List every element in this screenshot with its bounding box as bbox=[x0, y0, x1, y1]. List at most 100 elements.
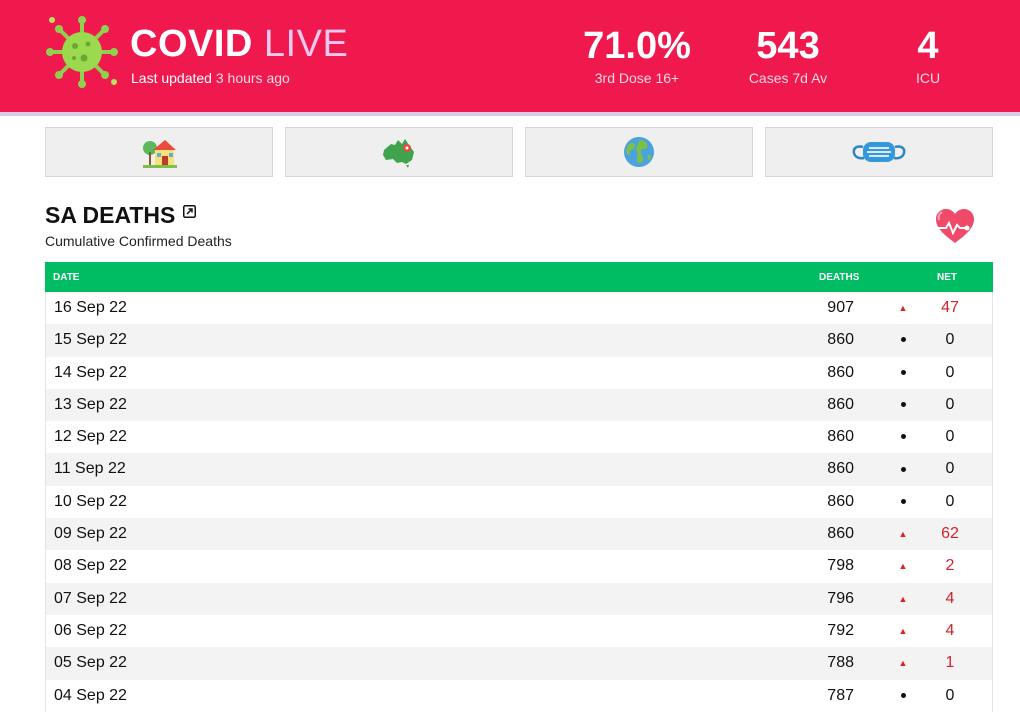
column-header-net[interactable]: NET bbox=[937, 272, 957, 283]
row-deaths: 792 bbox=[827, 621, 854, 639]
updated-ago: 3 hours ago bbox=[215, 70, 290, 86]
stat-label: Cases 7d Av bbox=[748, 70, 828, 86]
row-deaths: 796 bbox=[827, 589, 854, 607]
row-net: 0 bbox=[945, 363, 955, 381]
row-deaths: 860 bbox=[827, 492, 854, 510]
app-header: COVID LIVE Last updated 3 hours ago 71.0… bbox=[0, 0, 1020, 116]
row-net: 0 bbox=[945, 428, 955, 446]
stat-value: 4 bbox=[917, 25, 939, 67]
row-net: 0 bbox=[945, 395, 955, 413]
row-deaths: 787 bbox=[827, 686, 854, 704]
row-deaths: 860 bbox=[827, 428, 854, 446]
external-link-icon[interactable] bbox=[183, 205, 196, 218]
trend-flat-icon bbox=[898, 687, 908, 705]
house-icon bbox=[143, 140, 177, 168]
trend-flat-icon bbox=[898, 428, 908, 446]
row-net: 62 bbox=[941, 525, 959, 543]
column-header-deaths[interactable]: DEATHS bbox=[819, 272, 860, 283]
stat-icu[interactable]: 4 ICU bbox=[858, 24, 998, 86]
table-body: 16 Sep 22 907 ▲ 47 15 Sep 22 860 0 14 Sep 22 860… bbox=[45, 292, 993, 712]
row-deaths: 798 bbox=[827, 557, 854, 575]
row-net: 0 bbox=[945, 686, 955, 704]
brand-accent: LIVE bbox=[263, 23, 349, 65]
table-row: 05 Sep 22 788 ▲ 1 bbox=[45, 647, 993, 680]
table-row: 14 Sep 22 860 0 bbox=[45, 356, 993, 389]
row-net: 4 bbox=[945, 589, 955, 607]
row-date: 13 Sep 22 bbox=[54, 395, 127, 413]
virus-logo-icon[interactable] bbox=[44, 14, 120, 90]
trend-flat-icon bbox=[898, 460, 908, 478]
row-date: 14 Sep 22 bbox=[54, 363, 127, 381]
stat-third-dose[interactable]: 71.0% 3rd Dose 16+ bbox=[567, 24, 707, 86]
deaths-table: DATE DEATHS NET 16 Sep 22 907 ▲ 47 15 Sep 22… bbox=[45, 262, 993, 712]
trend-flat-icon bbox=[898, 331, 908, 349]
row-date: 12 Sep 22 bbox=[54, 428, 127, 446]
table-row: 12 Sep 22 860 0 bbox=[45, 421, 993, 454]
row-net: 0 bbox=[945, 331, 955, 349]
row-date: 10 Sep 22 bbox=[54, 492, 127, 510]
table-row: 15 Sep 22 860 0 bbox=[45, 324, 993, 357]
row-deaths: 788 bbox=[827, 654, 854, 672]
table-row: 09 Sep 22 860 ▲ 62 bbox=[45, 518, 993, 551]
stat-value: 71.0% bbox=[583, 25, 691, 67]
table-row: 07 Sep 22 796 ▲ 4 bbox=[45, 582, 993, 615]
stat-value: 543 bbox=[756, 25, 820, 67]
trend-up-icon: ▲ bbox=[898, 658, 908, 669]
row-date: 15 Sep 22 bbox=[54, 331, 127, 349]
row-net: 2 bbox=[945, 557, 955, 575]
row-date: 09 Sep 22 bbox=[54, 525, 127, 543]
table-row: 06 Sep 22 792 ▲ 4 bbox=[45, 614, 993, 648]
nav-button-mask[interactable] bbox=[765, 127, 993, 177]
trend-flat-icon bbox=[898, 493, 908, 511]
table-row: 04 Sep 22 787 0 bbox=[45, 679, 993, 712]
globe-icon bbox=[624, 137, 654, 167]
row-deaths: 860 bbox=[827, 525, 854, 543]
trend-up-icon: ▲ bbox=[898, 303, 908, 313]
table-header: DATE DEATHS NET bbox=[45, 262, 993, 292]
page-title: SA DEATHS bbox=[45, 202, 176, 228]
stat-label: 3rd Dose 16+ bbox=[594, 70, 680, 86]
nav-button-world[interactable] bbox=[525, 127, 753, 177]
australia-map-icon bbox=[383, 139, 414, 168]
row-date: 07 Sep 22 bbox=[54, 589, 127, 607]
trend-up-icon: ▲ bbox=[898, 625, 908, 636]
brand-main: COVID bbox=[130, 23, 253, 65]
app-brand[interactable]: COVID LIVE bbox=[130, 22, 348, 66]
table-row: 13 Sep 22 860 0 bbox=[45, 388, 993, 422]
stat-label: ICU bbox=[915, 70, 941, 86]
table-row: 11 Sep 22 860 0 bbox=[45, 453, 993, 486]
last-updated: Last updated 3 hours ago bbox=[131, 70, 290, 86]
row-deaths: 860 bbox=[827, 395, 854, 413]
row-deaths: 860 bbox=[827, 331, 854, 349]
nav-button-home[interactable] bbox=[45, 127, 273, 177]
trend-up-icon: ▲ bbox=[898, 561, 908, 572]
face-mask-icon bbox=[852, 142, 906, 162]
row-deaths: 907 bbox=[827, 299, 854, 316]
trend-flat-icon bbox=[898, 396, 908, 414]
row-date: 06 Sep 22 bbox=[54, 621, 127, 639]
row-deaths: 860 bbox=[827, 460, 854, 478]
row-date: 11 Sep 22 bbox=[54, 460, 126, 478]
page-subtitle: Cumulative Confirmed Deaths bbox=[45, 233, 232, 249]
row-date: 16 Sep 22 bbox=[54, 299, 127, 316]
row-deaths: 860 bbox=[827, 363, 854, 381]
table-row: 16 Sep 22 907 ▲ 47 bbox=[45, 292, 993, 325]
row-date: 04 Sep 22 bbox=[54, 686, 127, 704]
column-header-date[interactable]: DATE bbox=[53, 272, 80, 283]
row-net: 0 bbox=[945, 460, 955, 478]
row-net: 1 bbox=[945, 654, 955, 672]
stat-cases-7d-av[interactable]: 543 Cases 7d Av bbox=[718, 24, 858, 86]
trend-up-icon: ▲ bbox=[898, 593, 908, 604]
nav-button-australia[interactable] bbox=[285, 127, 513, 177]
row-net: 4 bbox=[945, 621, 955, 639]
updated-label: Last updated bbox=[131, 70, 212, 86]
table-row: 10 Sep 22 860 0 bbox=[45, 485, 993, 519]
row-net: 0 bbox=[945, 492, 955, 510]
trend-flat-icon bbox=[898, 364, 908, 382]
table-row: 08 Sep 22 798 ▲ 2 bbox=[45, 550, 993, 583]
row-date: 05 Sep 22 bbox=[54, 654, 127, 672]
row-net: 47 bbox=[941, 299, 959, 316]
trend-up-icon: ▲ bbox=[898, 529, 908, 540]
heart-pulse-icon bbox=[936, 209, 974, 243]
row-date: 08 Sep 22 bbox=[54, 557, 127, 575]
